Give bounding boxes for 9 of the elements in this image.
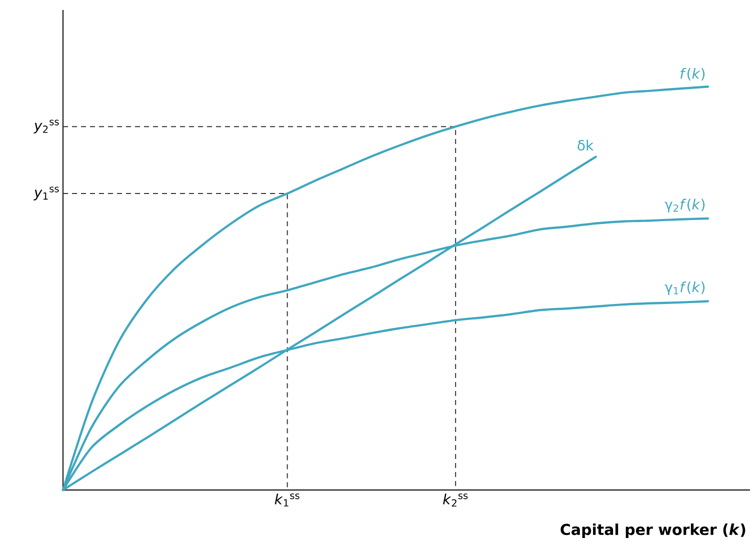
x-axis-title: Capital per worker (k) xyxy=(560,524,746,538)
x-tick-label: k$_{1}$ss xyxy=(274,494,300,506)
ref-line-label: y$_{1}$ss xyxy=(34,186,59,200)
series-label: δk xyxy=(578,140,594,151)
series-label: γ$_{2}$f(k) xyxy=(664,198,705,212)
series-label: f(k) xyxy=(680,68,705,80)
ref-line-label: y$_{2}$ss xyxy=(34,120,59,134)
series-label: γ$_{1}$f(k) xyxy=(664,281,705,296)
x-tick-label: k$_{2}$ss xyxy=(443,494,468,507)
